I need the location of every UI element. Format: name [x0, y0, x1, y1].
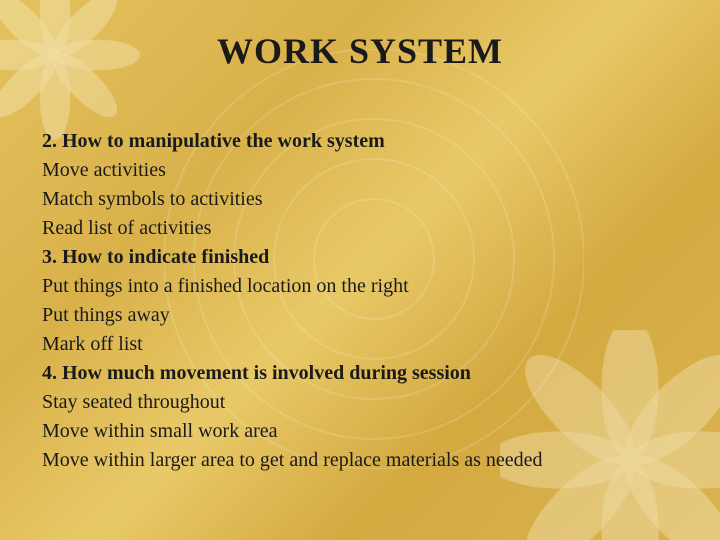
body-line: 2. How to manipulative the work system — [42, 128, 678, 155]
body-line: Put things away — [42, 302, 678, 329]
body-line: Match symbols to activities — [42, 186, 678, 213]
slide-title: WORK SYSTEM — [0, 30, 720, 72]
body-line: Put things into a finished location on t… — [42, 273, 678, 300]
body-line: Read list of activities — [42, 215, 678, 242]
body-line: Mark off list — [42, 331, 678, 358]
body-line: Move activities — [42, 157, 678, 184]
body-line: 4. How much movement is involved during … — [42, 360, 678, 387]
slide: WORK SYSTEM 2. How to manipulative the w… — [0, 0, 720, 540]
body-line: 3. How to indicate finished — [42, 244, 678, 271]
slide-body: 2. How to manipulative the work system M… — [42, 128, 678, 476]
body-line: Move within larger area to get and repla… — [42, 447, 678, 474]
body-line: Move within small work area — [42, 418, 678, 445]
body-line: Stay seated throughout — [42, 389, 678, 416]
